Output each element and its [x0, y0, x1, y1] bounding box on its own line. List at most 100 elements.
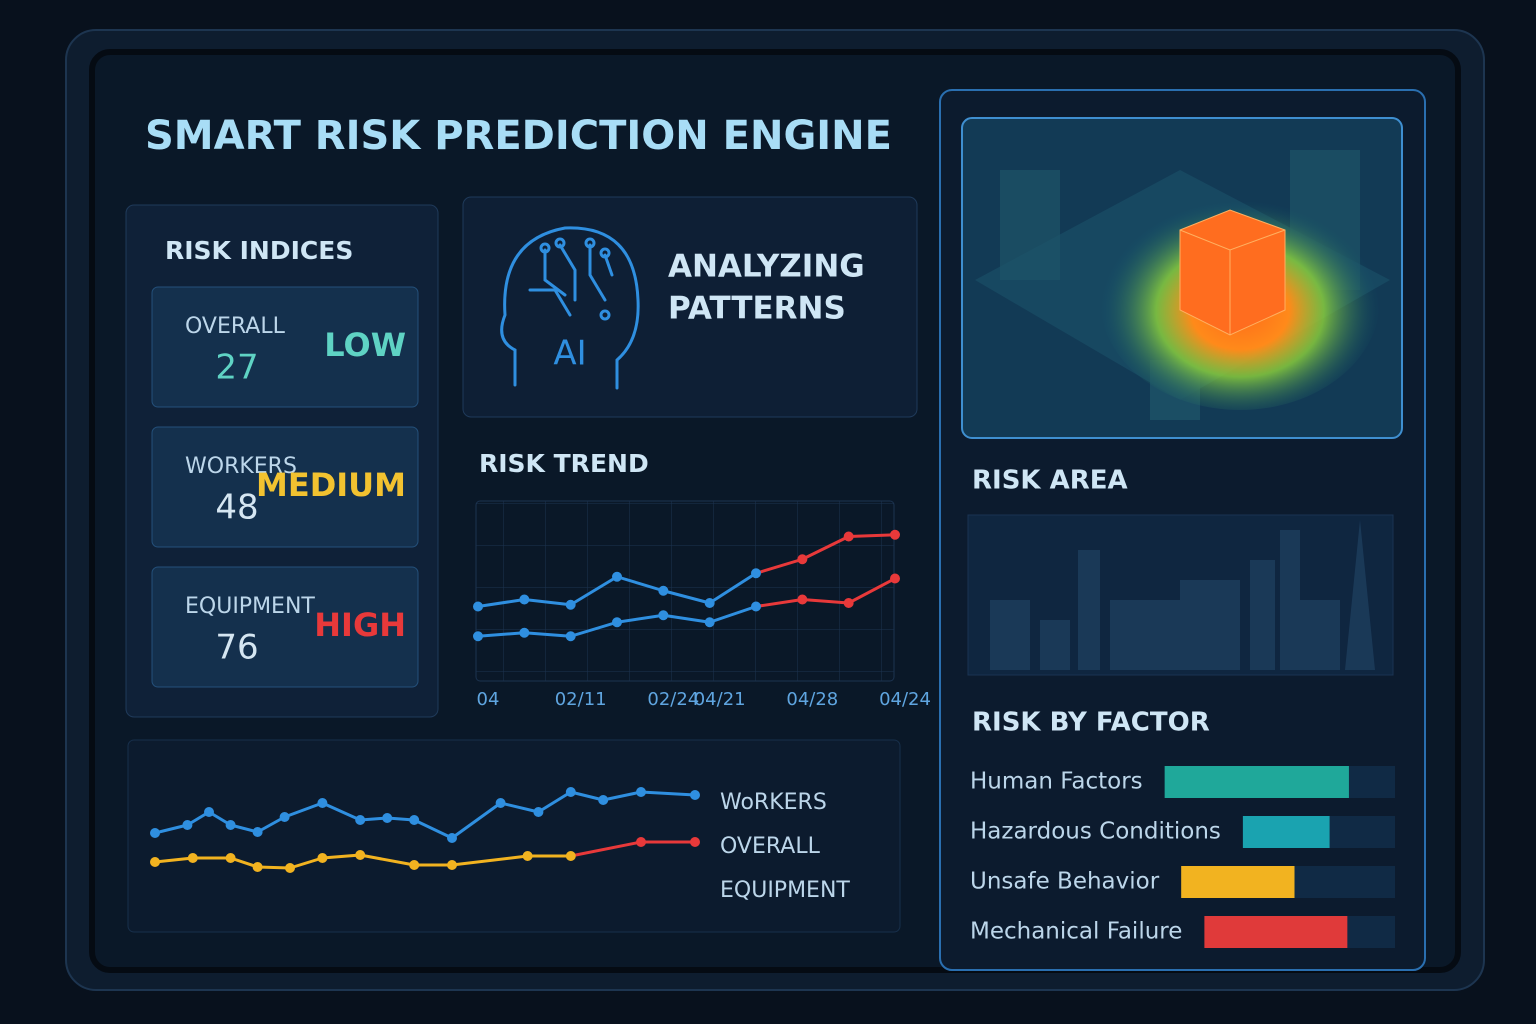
panel-title: RISK BY FACTOR	[972, 708, 1210, 738]
line-segment	[569, 575, 618, 607]
bar	[1164, 766, 1349, 798]
line-segment	[284, 801, 323, 819]
point	[519, 594, 530, 605]
line-segment	[154, 823, 188, 835]
line-segment	[663, 613, 710, 624]
point	[279, 812, 290, 822]
legend-entry: WoRKERS	[720, 790, 827, 815]
line-segment	[289, 856, 323, 870]
point	[533, 807, 544, 817]
line-segment	[709, 605, 757, 624]
index-label: WORKERS	[185, 454, 297, 479]
line-segment	[755, 557, 803, 575]
point	[473, 631, 483, 642]
line-segment	[616, 613, 664, 624]
point	[204, 807, 214, 817]
index-level: MEDIUM	[256, 466, 406, 504]
legend-entry: EQUIPMENT	[720, 878, 850, 903]
point	[890, 573, 900, 584]
index-level: HIGH	[314, 606, 406, 644]
point	[355, 850, 366, 860]
line-segment	[477, 598, 525, 608]
bar	[1204, 916, 1348, 948]
point	[447, 860, 457, 870]
point	[690, 837, 700, 847]
overview-chart: WoRKERS OVERALL EQUIPMENT	[150, 787, 850, 903]
ai-head-icon	[500, 226, 640, 390]
point	[355, 815, 366, 825]
index-label: EQUIPMENT	[185, 594, 315, 619]
index-label: OVERALL	[185, 314, 286, 339]
point	[519, 627, 530, 638]
point	[252, 862, 263, 872]
index-value: 27	[215, 348, 258, 388]
point	[843, 598, 854, 608]
point	[522, 851, 533, 861]
factor-label: Human Factors	[970, 769, 1143, 795]
point	[612, 571, 622, 582]
point	[495, 798, 506, 808]
point	[598, 795, 609, 805]
point	[447, 833, 457, 843]
panel-title: RISK AREA	[972, 466, 1128, 496]
skyline-illustration	[967, 514, 1394, 676]
point	[890, 529, 900, 540]
legend-entry: OVERALL	[720, 834, 821, 859]
index-card	[151, 566, 419, 688]
x-tick-label: 04	[477, 689, 500, 710]
point	[187, 853, 198, 863]
line-segment	[708, 571, 757, 605]
line-segment	[257, 865, 291, 870]
point	[797, 554, 808, 565]
index-value: 76	[215, 628, 258, 668]
index-value: 48	[215, 488, 258, 528]
line-segment	[451, 801, 502, 840]
point	[473, 601, 483, 612]
line-segment	[662, 589, 711, 605]
point	[252, 827, 263, 837]
heatmap-illustration	[975, 150, 1390, 420]
point	[565, 631, 576, 642]
factor-label: Hazardous Conditions	[970, 819, 1221, 845]
line-segment	[802, 598, 849, 605]
x-tick-label: 04/21	[694, 689, 746, 710]
line-segment	[256, 815, 286, 834]
analysis-panel	[462, 196, 918, 418]
title: SMART RISK PREDICTION ENGINE	[145, 113, 892, 159]
status-line: ANALYZING	[668, 249, 865, 285]
point	[225, 853, 236, 863]
trend-grid	[475, 500, 895, 682]
line-segment	[848, 533, 896, 538]
line-segment	[451, 854, 528, 867]
point	[285, 863, 295, 873]
point	[636, 787, 646, 797]
point	[636, 837, 646, 847]
point	[612, 617, 622, 628]
line-segment	[616, 575, 664, 593]
line-segment	[524, 598, 571, 607]
x-tick-label: 02/24	[647, 689, 699, 710]
point	[565, 599, 576, 610]
line-segment	[500, 801, 539, 814]
line-segment	[359, 853, 415, 867]
point	[317, 798, 328, 808]
bar	[1242, 816, 1330, 848]
line-segment	[570, 840, 642, 858]
factor-label: Mechanical Failure	[970, 919, 1182, 945]
line-segment	[570, 620, 618, 638]
overview-panel	[127, 739, 901, 933]
point	[704, 617, 715, 628]
point	[409, 815, 420, 825]
point	[150, 828, 160, 838]
factor-label: Unsafe Behavior	[970, 869, 1160, 895]
line-segment	[524, 631, 571, 638]
line-segment	[570, 790, 604, 802]
line-segment	[413, 818, 453, 840]
point	[409, 860, 420, 870]
index-card	[151, 286, 419, 408]
line-segment	[801, 535, 850, 561]
